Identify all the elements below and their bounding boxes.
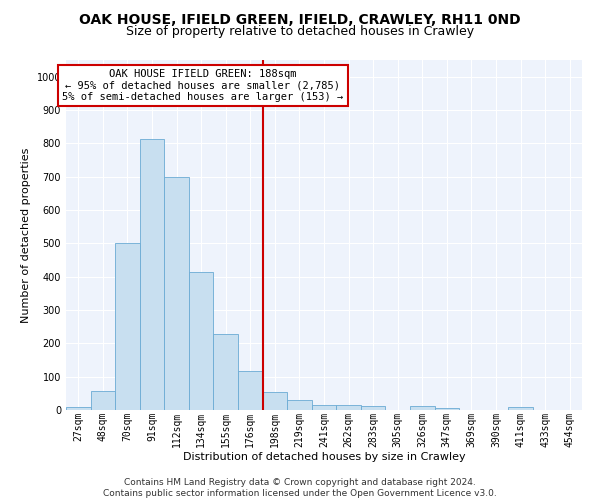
Bar bbox=[115, 244, 140, 410]
Text: Contains HM Land Registry data © Crown copyright and database right 2024.
Contai: Contains HM Land Registry data © Crown c… bbox=[103, 478, 497, 498]
Bar bbox=[336, 405, 361, 410]
X-axis label: Distribution of detached houses by size in Crawley: Distribution of detached houses by size … bbox=[182, 452, 466, 462]
Text: OAK HOUSE IFIELD GREEN: 188sqm
← 95% of detached houses are smaller (2,785)
5% o: OAK HOUSE IFIELD GREEN: 188sqm ← 95% of … bbox=[62, 69, 343, 102]
Bar bbox=[508, 408, 533, 410]
Bar bbox=[91, 391, 115, 410]
Bar bbox=[434, 408, 459, 410]
Bar bbox=[287, 400, 312, 410]
Bar bbox=[140, 140, 164, 410]
Bar bbox=[164, 176, 189, 410]
Bar bbox=[189, 272, 214, 410]
Bar bbox=[361, 406, 385, 410]
Bar bbox=[214, 334, 238, 410]
Bar bbox=[263, 392, 287, 410]
Bar bbox=[238, 371, 263, 410]
Bar bbox=[312, 405, 336, 410]
Bar bbox=[66, 408, 91, 410]
Text: Size of property relative to detached houses in Crawley: Size of property relative to detached ho… bbox=[126, 25, 474, 38]
Bar bbox=[410, 406, 434, 410]
Text: OAK HOUSE, IFIELD GREEN, IFIELD, CRAWLEY, RH11 0ND: OAK HOUSE, IFIELD GREEN, IFIELD, CRAWLEY… bbox=[79, 12, 521, 26]
Y-axis label: Number of detached properties: Number of detached properties bbox=[21, 148, 31, 322]
